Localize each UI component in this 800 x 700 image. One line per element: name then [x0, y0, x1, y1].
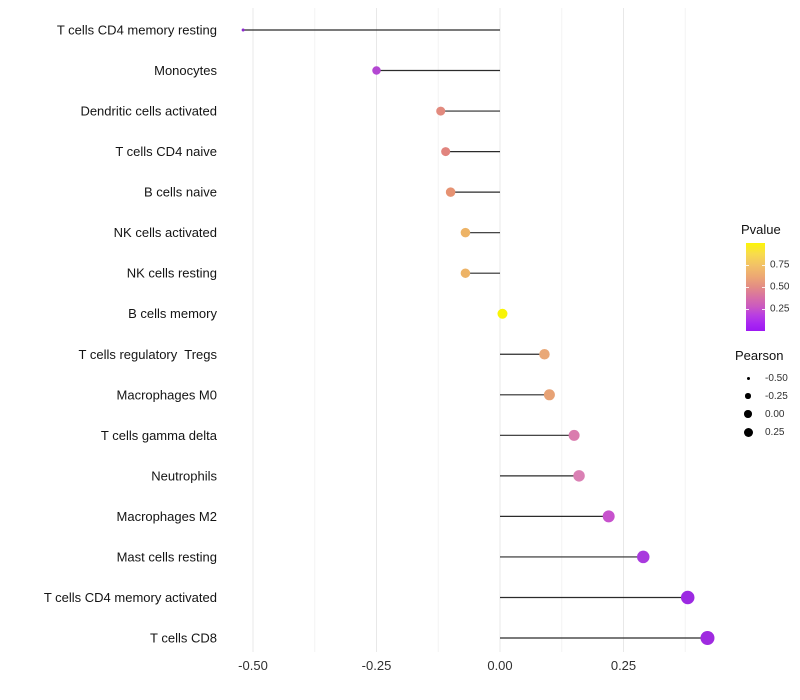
pearson-legend-dot — [743, 427, 753, 437]
pearson-legend-item: -0.25 — [735, 387, 788, 405]
data-point — [602, 510, 615, 523]
category-label: B cells memory — [128, 306, 217, 321]
pvalue-tick-notch — [762, 265, 765, 266]
data-point — [441, 147, 451, 157]
pearson-legend-dot — [746, 376, 750, 380]
pvalue-legend-title: Pvalue — [741, 222, 781, 237]
data-point — [497, 308, 508, 319]
pearson-legend-item: 0.00 — [735, 405, 788, 423]
pvalue-tick-notch — [746, 309, 749, 310]
pearson-legend-item: -0.50 — [735, 369, 788, 387]
data-point — [460, 227, 471, 238]
pearson-legend-label: 0.25 — [765, 426, 785, 438]
pearson-legend-dot-cell — [735, 376, 761, 380]
pvalue-tick-notch — [746, 287, 749, 288]
pvalue-legend: Pvalue 0.75 0.50 0.25 — [735, 222, 789, 331]
pearson-legend-dot-cell — [735, 393, 761, 399]
pvalue-tick-notch — [762, 309, 765, 310]
data-point — [372, 66, 381, 75]
category-label: Dendritic cells activated — [80, 104, 217, 119]
category-label: T cells regulatory Tregs — [79, 347, 218, 362]
category-label: Macrophages M2 — [117, 509, 217, 524]
category-label: NK cells resting — [127, 266, 217, 281]
x-tick-label: -0.50 — [238, 658, 268, 673]
category-label: T cells CD8 — [150, 631, 217, 646]
category-label: T cells gamma delta — [101, 428, 218, 443]
data-point — [445, 187, 456, 197]
category-label: B cells naive — [144, 185, 217, 200]
data-point — [539, 349, 550, 360]
pearson-legend-dot-cell — [735, 427, 761, 437]
category-label: Neutrophils — [151, 468, 217, 483]
x-tick-label: 0.00 — [487, 658, 512, 673]
category-label: T cells CD4 memory resting — [57, 23, 217, 38]
pearson-legend-dot-cell — [735, 410, 761, 418]
pearson-legend-label: -0.50 — [765, 372, 788, 384]
pearson-legend-dot — [745, 393, 751, 399]
data-point — [637, 550, 650, 564]
pvalue-tick-label: 0.75 — [770, 259, 790, 271]
data-point — [543, 389, 555, 401]
data-point — [573, 470, 585, 482]
x-tick-label: 0.25 — [611, 658, 636, 673]
category-label: Monocytes — [154, 63, 217, 78]
pearson-legend-items: -0.50 -0.25 0.00 0.25 — [735, 369, 788, 441]
pearson-legend-label: -0.25 — [765, 390, 788, 402]
pvalue-tick-notch — [762, 287, 765, 288]
pearson-legend-item: 0.25 — [735, 423, 788, 441]
pearson-legend-label: 0.00 — [765, 408, 785, 420]
category-label: Mast cells resting — [117, 549, 217, 564]
x-tick-label: -0.25 — [362, 658, 392, 673]
data-point — [436, 106, 446, 116]
data-point — [568, 429, 580, 441]
category-label: Macrophages M0 — [117, 387, 217, 402]
data-point — [680, 590, 695, 605]
pvalue-gradient-bar: 0.75 0.50 0.25 — [746, 243, 789, 331]
category-label: T cells CD4 naive — [115, 144, 217, 159]
pearson-legend-title: Pearson — [735, 348, 784, 363]
data-point — [241, 28, 245, 32]
pearson-legend-dot — [744, 410, 752, 418]
pvalue-tick-notch — [746, 265, 749, 266]
pearson-legend: Pearson -0.50 -0.25 0.00 0.25 — [735, 348, 788, 441]
category-label: T cells CD4 memory activated — [44, 590, 217, 605]
category-label: NK cells activated — [114, 225, 217, 240]
data-point — [700, 631, 715, 645]
data-point — [460, 268, 471, 278]
pvalue-tick-label: 0.25 — [770, 303, 790, 315]
pvalue-tick-label: 0.50 — [770, 281, 790, 293]
